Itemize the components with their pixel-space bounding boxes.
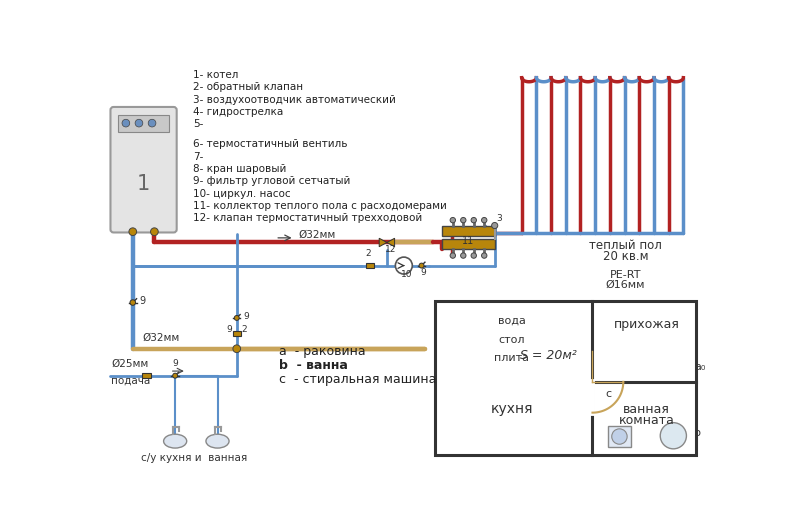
Text: 11: 11: [462, 236, 474, 246]
Text: Ø32мм: Ø32мм: [142, 333, 179, 343]
Text: 2: 2: [242, 325, 247, 334]
Text: 6- термостатичный вентиль: 6- термостатичный вентиль: [193, 139, 347, 149]
Text: a₀: a₀: [694, 362, 706, 372]
Circle shape: [129, 228, 137, 236]
Circle shape: [233, 345, 241, 353]
Text: прихожая: прихожая: [614, 318, 679, 331]
Text: Ø25мм: Ø25мм: [111, 359, 149, 369]
Text: 9- фильтр угловой сетчатый: 9- фильтр угловой сетчатый: [193, 176, 350, 186]
Text: 12- клапан термостатичный трехходовой: 12- клапан термостатичный трехходовой: [193, 213, 422, 223]
Circle shape: [395, 257, 412, 274]
Circle shape: [135, 119, 143, 127]
Circle shape: [122, 119, 130, 127]
Text: 1- котел: 1- котел: [193, 70, 238, 80]
Text: вода: вода: [498, 316, 526, 326]
Text: 12: 12: [385, 245, 396, 254]
Text: кухня: кухня: [490, 402, 533, 416]
Text: 11- коллектор теплого пола с расходомерами: 11- коллектор теплого пола с расходомера…: [193, 201, 446, 211]
FancyBboxPatch shape: [110, 107, 177, 232]
Text: b  - ванна: b - ванна: [279, 359, 348, 372]
Bar: [118, 115, 169, 131]
Text: 9: 9: [226, 325, 232, 334]
Circle shape: [482, 218, 487, 223]
Text: 10- циркул. насос: 10- циркул. насос: [193, 188, 290, 198]
Text: 3: 3: [496, 214, 502, 223]
Circle shape: [461, 218, 466, 223]
Text: Ø32мм: Ø32мм: [298, 230, 336, 240]
Circle shape: [471, 253, 477, 258]
Text: ванная: ванная: [623, 403, 670, 415]
Text: 1: 1: [137, 174, 150, 194]
Text: теплый пол: теплый пол: [589, 239, 662, 252]
Circle shape: [482, 253, 487, 258]
Text: 9: 9: [420, 268, 426, 277]
Text: 4- гидрострелка: 4- гидрострелка: [193, 107, 283, 117]
Text: 3- воздухоотводчик автоматический: 3- воздухоотводчик автоматический: [193, 95, 396, 105]
Circle shape: [130, 300, 135, 305]
Text: 9: 9: [139, 296, 145, 306]
Text: 2- обратный клапан: 2- обратный клапан: [193, 82, 303, 93]
Circle shape: [234, 315, 239, 320]
Bar: [608, 426, 631, 447]
Polygon shape: [379, 238, 387, 247]
Text: комната: комната: [618, 414, 674, 427]
Circle shape: [450, 218, 455, 223]
Text: PE-RT: PE-RT: [610, 270, 642, 280]
Bar: [233, 331, 241, 336]
Circle shape: [173, 373, 178, 378]
Ellipse shape: [206, 434, 229, 448]
Text: с/у кухня и  ванная: с/у кухня и ванная: [142, 453, 247, 463]
Circle shape: [492, 222, 498, 229]
Text: стол: стол: [498, 335, 525, 345]
Text: 10: 10: [401, 270, 412, 279]
Bar: [442, 226, 494, 236]
Bar: [142, 373, 151, 378]
Text: 7-: 7-: [193, 152, 203, 162]
Text: 20 кв.м: 20 кв.м: [602, 250, 649, 263]
Text: Ø16мм: Ø16мм: [606, 280, 646, 290]
Circle shape: [148, 119, 156, 127]
Circle shape: [150, 228, 158, 236]
Ellipse shape: [163, 434, 186, 448]
Text: подача: подача: [111, 376, 150, 385]
Polygon shape: [387, 238, 394, 247]
Text: 2: 2: [366, 250, 371, 259]
Text: 5-: 5-: [193, 119, 203, 129]
Circle shape: [419, 263, 424, 268]
Text: c  - стиральная машина: c - стиральная машина: [279, 372, 437, 386]
Circle shape: [450, 253, 455, 258]
Circle shape: [471, 218, 477, 223]
Text: плита: плита: [494, 353, 529, 363]
Text: S = 20м²: S = 20м²: [520, 349, 577, 362]
Text: 9: 9: [172, 359, 178, 368]
Text: 8- кран шаровый: 8- кран шаровый: [193, 164, 286, 174]
Text: b: b: [694, 428, 701, 438]
Circle shape: [660, 422, 686, 449]
Bar: [442, 239, 494, 250]
Circle shape: [612, 429, 627, 444]
Bar: [366, 263, 374, 268]
Text: c: c: [606, 389, 612, 399]
Bar: [434, 301, 697, 455]
Text: a  - раковина: a - раковина: [279, 345, 366, 358]
Text: 9: 9: [243, 312, 249, 321]
Circle shape: [461, 253, 466, 258]
